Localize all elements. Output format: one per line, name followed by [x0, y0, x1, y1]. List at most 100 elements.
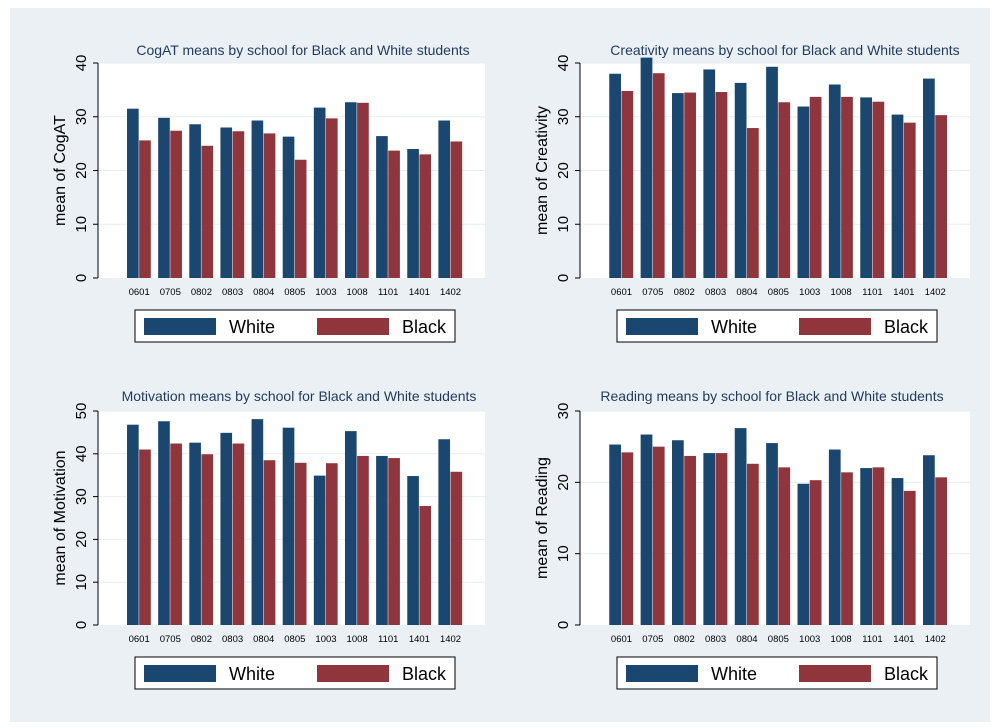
bar-black-1008 — [357, 455, 369, 625]
bar-black-0803 — [715, 453, 728, 625]
x-tick-label: 0804 — [736, 634, 757, 645]
y-axis-label: mean of Creativity — [534, 106, 551, 235]
bar-white-0805 — [282, 427, 295, 625]
x-tick-label: 0601 — [611, 287, 632, 298]
chart-panel-4: 0 10 20 30 mean of Reading Reading means by s… — [534, 388, 970, 690]
bar-black-0804 — [746, 463, 759, 625]
legend-swatch-black — [317, 318, 389, 335]
x-tick-label: 0803 — [222, 634, 243, 645]
x-tick-label: 0805 — [768, 634, 789, 645]
bar-black-1003 — [325, 118, 338, 278]
bar-black-1402 — [450, 141, 463, 278]
bar-white-0802 — [672, 93, 684, 278]
bar-white-0601 — [127, 424, 139, 625]
chart-title: Reading means by school for Black and Wh… — [600, 388, 943, 404]
y-tick-label: 20 — [73, 531, 90, 548]
bar-black-1101 — [872, 467, 885, 625]
legend-swatch-white — [144, 665, 216, 682]
bar-white-1101 — [376, 136, 388, 278]
bar-white-0804 — [734, 428, 747, 625]
x-tick-label: 1101 — [862, 287, 882, 298]
bar-black-1101 — [872, 101, 885, 278]
x-tick-label: 0802 — [191, 287, 212, 298]
bar-black-1401 — [419, 506, 432, 625]
bar-white-1401 — [891, 478, 904, 625]
legend: White Black — [616, 309, 938, 343]
legend-swatch-white — [626, 318, 698, 335]
bar-black-1101 — [388, 150, 400, 278]
y-tick-label: 0 — [73, 274, 90, 282]
y-tick-label: 0 — [73, 621, 90, 629]
x-tick-label: 1008 — [347, 287, 368, 298]
legend-swatch-black — [317, 665, 389, 682]
legend-label-black: Black — [402, 317, 447, 337]
bar-white-1401 — [407, 149, 419, 278]
bar-white-0802 — [672, 440, 684, 625]
legend-swatch-black — [799, 665, 871, 682]
bar-black-0802 — [201, 145, 214, 278]
bar-black-0705 — [652, 446, 665, 625]
bar-black-0804 — [746, 128, 759, 278]
x-tick-label: 1003 — [315, 634, 336, 645]
y-tick-label: 30 — [73, 108, 90, 125]
bar-white-1402 — [438, 120, 451, 278]
x-tick-label: 1101 — [862, 634, 882, 645]
legend: White Black — [134, 309, 456, 343]
legend-label-white: White — [711, 664, 757, 684]
chart-title: Creativity means by school for Black and… — [610, 42, 959, 58]
bar-black-0804 — [263, 133, 276, 278]
legend-label-black: Black — [884, 317, 929, 337]
bar-black-0804 — [263, 460, 276, 625]
y-tick-label: 40 — [73, 445, 90, 462]
bar-white-1101 — [860, 97, 873, 279]
x-tick-label: 1401 — [893, 634, 914, 645]
bar-black-0805 — [294, 159, 307, 278]
bar-white-1003 — [797, 106, 810, 278]
bar-black-1008 — [841, 472, 853, 625]
bar-white-1008 — [828, 84, 841, 278]
x-tick-label: 0804 — [253, 634, 274, 645]
bar-black-1402 — [935, 477, 947, 625]
y-tick-label: 0 — [555, 274, 572, 282]
legend: White Black — [134, 656, 456, 690]
chart-panel-1: 0 10 20 30 40 mean of CogAT CogAT means by sch… — [52, 42, 485, 343]
x-tick-label: 0705 — [642, 287, 663, 298]
x-tick-label: 0802 — [674, 287, 695, 298]
bar-black-1401 — [419, 154, 432, 278]
chart-panel-3: 0 10 20 30 40 50 mean of Motivation Motivation … — [52, 388, 485, 690]
x-tick-label: 1003 — [799, 287, 820, 298]
bar-black-1401 — [903, 122, 916, 278]
legend-swatch-white — [144, 318, 216, 335]
bar-white-0804 — [251, 120, 264, 278]
bar-white-0802 — [189, 124, 201, 279]
bar-white-0803 — [703, 453, 716, 625]
legend-label-black: Black — [884, 664, 929, 684]
legend: White Black — [616, 656, 938, 690]
bar-white-1101 — [860, 468, 873, 625]
bar-white-1401 — [891, 114, 904, 278]
chart-title: Motivation means by school for Black and… — [122, 388, 477, 404]
bar-black-1003 — [809, 96, 822, 278]
bar-black-0805 — [778, 467, 791, 625]
bar-black-0805 — [778, 102, 791, 278]
bar-white-1402 — [923, 78, 935, 279]
x-tick-label: 0601 — [129, 634, 150, 645]
bar-white-1101 — [376, 455, 388, 625]
bar-white-0705 — [640, 434, 653, 625]
y-tick-label: 20 — [555, 162, 572, 179]
bar-white-0805 — [766, 66, 778, 278]
x-tick-label: 0805 — [284, 287, 305, 298]
x-tick-label: 0705 — [642, 634, 663, 645]
bar-black-0601 — [621, 452, 634, 625]
bar-white-1003 — [313, 475, 326, 625]
bar-white-1003 — [313, 107, 326, 278]
bar-black-1003 — [809, 480, 822, 625]
bar-black-1402 — [935, 115, 947, 278]
x-tick-label: 1401 — [893, 287, 914, 298]
y-tick-label: 50 — [73, 403, 90, 420]
bar-white-0803 — [220, 127, 233, 278]
y-tick-label: 30 — [73, 488, 90, 505]
bar-black-0802 — [684, 92, 696, 278]
bar-black-0705 — [170, 443, 182, 625]
chart-title: CogAT means by school for Black and Whit… — [136, 42, 469, 58]
